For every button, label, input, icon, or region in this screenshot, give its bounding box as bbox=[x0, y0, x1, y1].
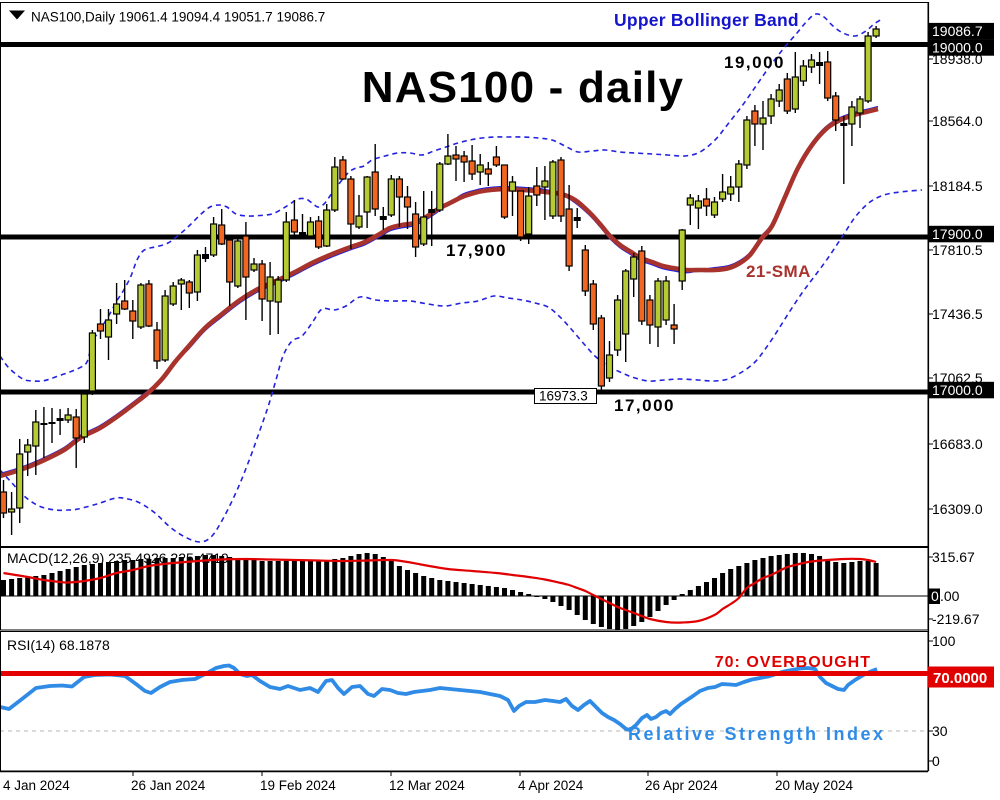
svg-text:0: 0 bbox=[931, 588, 939, 604]
svg-text:0: 0 bbox=[932, 753, 940, 769]
svg-text:17,000: 17,000 bbox=[614, 396, 675, 415]
svg-text:Upper Bollinger Band: Upper Bollinger Band bbox=[614, 10, 799, 30]
svg-text:19 Feb 2024: 19 Feb 2024 bbox=[260, 778, 336, 793]
svg-text:17900.0: 17900.0 bbox=[932, 226, 983, 242]
svg-text:26 Jan 2024: 26 Jan 2024 bbox=[131, 778, 206, 793]
svg-text:21-SMA: 21-SMA bbox=[746, 262, 811, 281]
svg-text:17,900: 17,900 bbox=[446, 241, 507, 260]
svg-text:70.0000: 70.0000 bbox=[933, 670, 987, 687]
svg-text:315.67: 315.67 bbox=[932, 549, 975, 565]
svg-text:17810.5: 17810.5 bbox=[932, 242, 983, 258]
svg-text:NAS100,Daily 19061.4 19094.4: NAS100,Daily 19061.4 19094.4 19051.7 190… bbox=[31, 10, 325, 25]
svg-text:12 Mar 2024: 12 Mar 2024 bbox=[389, 778, 465, 793]
svg-text:26 Apr 2024: 26 Apr 2024 bbox=[645, 778, 718, 793]
svg-text:70: OVERBOUGHT: 70: OVERBOUGHT bbox=[715, 654, 871, 671]
svg-text:16973.3: 16973.3 bbox=[539, 389, 588, 404]
svg-text:19086.7: 19086.7 bbox=[932, 23, 983, 39]
svg-text:NAS100 - daily: NAS100 - daily bbox=[362, 63, 684, 112]
svg-text:19,000: 19,000 bbox=[724, 53, 785, 72]
svg-text:100: 100 bbox=[932, 633, 956, 649]
svg-text:17436.5: 17436.5 bbox=[932, 306, 983, 322]
svg-text:18184.5: 18184.5 bbox=[932, 178, 983, 194]
svg-text:17000.0: 17000.0 bbox=[932, 382, 983, 398]
svg-text:16309.0: 16309.0 bbox=[932, 501, 983, 517]
svg-text:20 May 2024: 20 May 2024 bbox=[775, 778, 854, 793]
svg-text:19000.0: 19000.0 bbox=[932, 40, 983, 56]
svg-text:Relative Strength Index: Relative Strength Index bbox=[628, 724, 886, 744]
svg-text:18564.0: 18564.0 bbox=[932, 113, 983, 129]
svg-text:30: 30 bbox=[932, 723, 948, 739]
svg-text:.00: .00 bbox=[940, 588, 960, 604]
svg-text:4 Apr 2024: 4 Apr 2024 bbox=[518, 778, 584, 793]
svg-text:4 Jan 2024: 4 Jan 2024 bbox=[3, 778, 70, 793]
svg-text:-219.67: -219.67 bbox=[932, 611, 980, 627]
svg-text:RSI(14) 68.1878: RSI(14) 68.1878 bbox=[7, 637, 110, 653]
svg-text:16683.0: 16683.0 bbox=[932, 436, 983, 452]
svg-text:18938.0: 18938.0 bbox=[932, 51, 983, 67]
